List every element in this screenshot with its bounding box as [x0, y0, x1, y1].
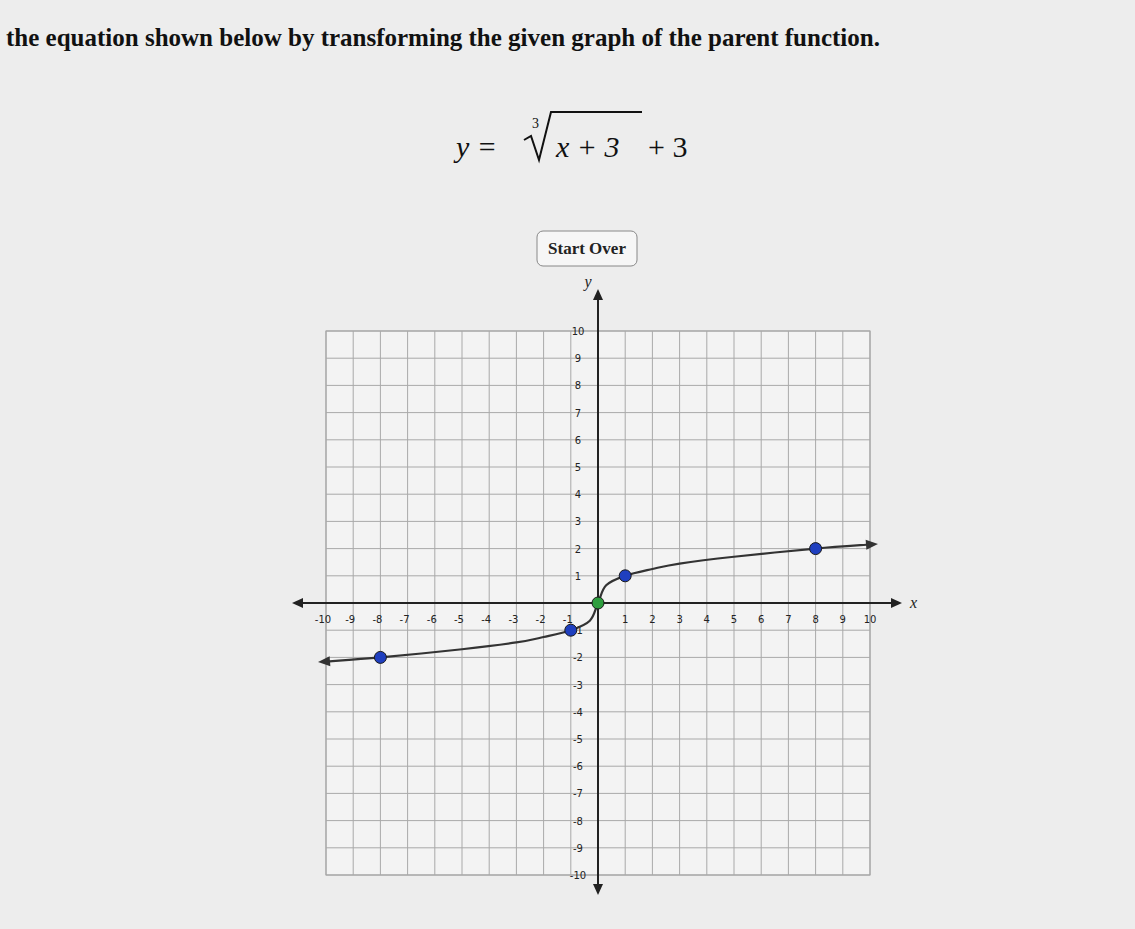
y-tick-label: -5: [573, 734, 583, 745]
y-tick-label: 3: [575, 516, 581, 527]
start-over-button[interactable]: [537, 231, 637, 266]
point[interactable]: [592, 597, 604, 609]
x-tick-label: 2: [649, 614, 655, 625]
x-axis-arrow: [891, 598, 902, 608]
y-tick-label: 2: [575, 544, 581, 555]
y-tick-label: -10: [570, 870, 586, 881]
x-tick-label: 1: [622, 614, 628, 625]
radicand: x + 3: [555, 130, 620, 163]
y-tick-label: 7: [575, 408, 581, 419]
x-tick-label: -2: [536, 614, 546, 625]
x-tick-label: -4: [481, 614, 491, 625]
x-tick-label: -9: [345, 614, 355, 625]
x-tick-label: -3: [508, 614, 518, 625]
stage: the equation shown below by transforming…: [0, 0, 1135, 929]
point[interactable]: [565, 624, 577, 636]
axes: [292, 289, 902, 895]
equation-lhs: y =: [453, 130, 497, 163]
point[interactable]: [810, 543, 822, 555]
y-axis-label: y: [582, 273, 592, 291]
x-axis-label: x: [909, 594, 917, 611]
x-tick-label: -10: [315, 614, 331, 625]
x-tick-label: 10: [864, 614, 877, 625]
y-tick-label: -3: [573, 680, 583, 691]
curve-arrow: [866, 540, 878, 550]
y-tick-label: 9: [575, 353, 581, 364]
radical-index: 3: [532, 116, 539, 131]
point[interactable]: [619, 570, 631, 582]
y-axis-arrow: [593, 884, 603, 895]
x-tick-label: -5: [454, 614, 464, 625]
y-tick-label: -8: [573, 816, 583, 827]
x-tick-label: 3: [676, 614, 682, 625]
equation: y = 3 x + 3 + 3: [453, 112, 687, 163]
y-tick-label: -6: [573, 761, 583, 772]
background: [0, 0, 1135, 929]
y-tick-label: -9: [573, 843, 583, 854]
y-tick-label: 5: [575, 462, 581, 473]
x-tick-label: -6: [427, 614, 437, 625]
y-tick-label: 1: [575, 571, 581, 582]
y-tick-label: -7: [573, 788, 583, 799]
x-tick-label: -7: [400, 614, 410, 625]
marks: [326, 543, 870, 664]
curve-arrow: [318, 656, 330, 666]
y-tick-label: -2: [573, 652, 583, 663]
x-tick-label: -8: [372, 614, 382, 625]
y-tick-label: 10: [572, 326, 585, 337]
instruction: the equation shown below by transforming…: [6, 24, 880, 51]
x-axis-arrow: [292, 598, 303, 608]
x-tick-label: 4: [704, 614, 710, 625]
y-axis: [597, 299, 599, 887]
point[interactable]: [374, 651, 386, 663]
curve: [326, 545, 870, 662]
x-tick-label: 6: [758, 614, 764, 625]
x-tick-label: 8: [812, 614, 818, 625]
equation-constant: + 3: [648, 130, 687, 163]
tick-labels: -10 -9 -8 -7 -6 -5 -4 -3 -2 -1 1 2 3 4 5 6 7 8 9 10 -10 -9 -8 -…: [315, 326, 877, 881]
y-axis-arrow: [593, 289, 603, 300]
x-tick-label: 9: [840, 614, 846, 625]
x-tick-label: 5: [731, 614, 737, 625]
x-tick-label: 7: [785, 614, 791, 625]
y-tick-label: 4: [575, 489, 581, 500]
start-over-label[interactable]: Start Over: [548, 239, 626, 258]
y-tick-label: 8: [575, 380, 581, 391]
x-tick-label: -1: [563, 614, 573, 625]
y-tick-label: -4: [573, 707, 583, 718]
y-tick-label: 6: [575, 435, 581, 446]
